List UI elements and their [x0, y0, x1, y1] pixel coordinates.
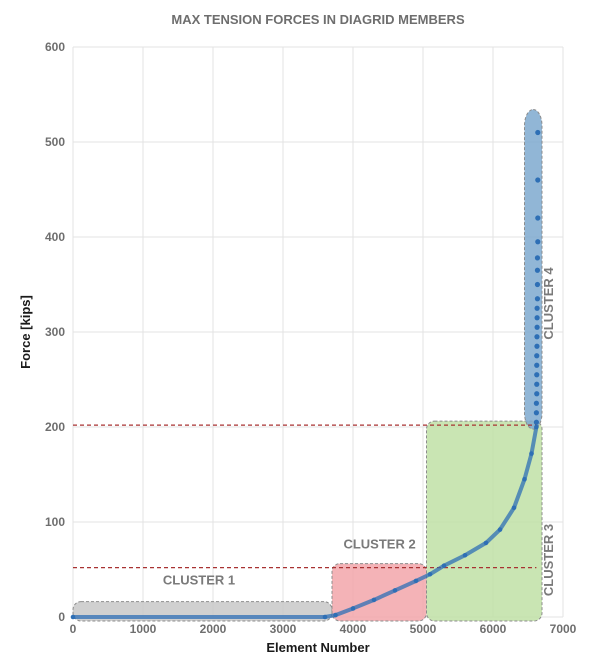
cluster-region	[426, 420, 543, 622]
chart-title: MAX TENSION FORCES IN DIAGRID MEMBERS	[171, 12, 465, 27]
data-point	[534, 343, 540, 349]
y-tick-label: 500	[45, 135, 65, 149]
data-point	[322, 614, 328, 620]
y-tick-label: 300	[45, 325, 65, 339]
data-point	[535, 215, 541, 221]
data-point	[350, 606, 356, 611]
series-line	[73, 426, 539, 619]
data-point	[371, 597, 377, 603]
data-point	[534, 267, 541, 273]
data-point	[535, 239, 541, 245]
data-point	[535, 129, 541, 136]
x-tick-label: 2000	[200, 622, 227, 636]
data-point	[333, 612, 338, 618]
x-tick-label: 5000	[410, 622, 437, 636]
x-tick-label: 0	[70, 622, 77, 636]
cluster-label: CLUSTER 4	[541, 267, 556, 340]
data-point	[534, 255, 541, 261]
data-point	[534, 334, 540, 340]
data-point	[70, 614, 76, 620]
cluster-label: CLUSTER 2	[343, 537, 415, 552]
x-tick-label: 7000	[550, 622, 577, 636]
axis-ticks: 0 1000 2000 3000 4000 5000 6000 7000 0 100 200 300 4…	[45, 40, 577, 636]
data-point	[534, 362, 540, 368]
data-point	[511, 505, 517, 511]
y-tick-label: 200	[45, 420, 65, 434]
x-tick-label: 3000	[270, 622, 297, 636]
data-point	[483, 540, 489, 546]
data-point	[534, 324, 540, 330]
data-point	[533, 419, 540, 425]
data-point	[534, 315, 540, 321]
x-axis-label: Element Number	[266, 640, 369, 655]
y-tick-label: 600	[45, 40, 65, 54]
data-point	[534, 281, 541, 288]
y-axis-label: Force [kips]	[18, 295, 33, 369]
data-point	[535, 177, 541, 183]
data-point	[534, 381, 540, 387]
data-point	[534, 305, 540, 311]
data-point	[392, 588, 398, 593]
cluster-labels: CLUSTER 1 CLUSTER 2 CLUSTER 3 CLUSTER 4	[163, 267, 556, 597]
grid	[72, 46, 564, 618]
data-point	[534, 372, 540, 378]
x-tick-label: 1000	[130, 622, 157, 636]
data-point	[413, 578, 419, 584]
data-point	[462, 552, 468, 558]
y-tick-label: 400	[45, 230, 65, 244]
data-point	[441, 563, 447, 568]
cluster-label: CLUSTER 1	[163, 573, 235, 588]
data-point	[533, 410, 540, 416]
data-point	[534, 424, 539, 430]
y-tick-label: 100	[45, 515, 65, 529]
data-point	[534, 353, 540, 359]
x-tick-label: 6000	[480, 622, 507, 636]
x-tick-label: 4000	[340, 622, 367, 636]
data-point	[522, 476, 527, 482]
force-series	[70, 129, 541, 620]
cluster-region	[524, 109, 543, 430]
y-tick-label: 0	[58, 610, 65, 624]
data-point	[497, 527, 503, 532]
data-point	[533, 400, 540, 406]
data-point	[529, 451, 534, 456]
data-point	[534, 296, 541, 302]
data-point	[534, 391, 540, 397]
data-point	[427, 571, 433, 577]
reference-lines	[73, 424, 537, 569]
cluster-label: CLUSTER 3	[541, 524, 556, 596]
